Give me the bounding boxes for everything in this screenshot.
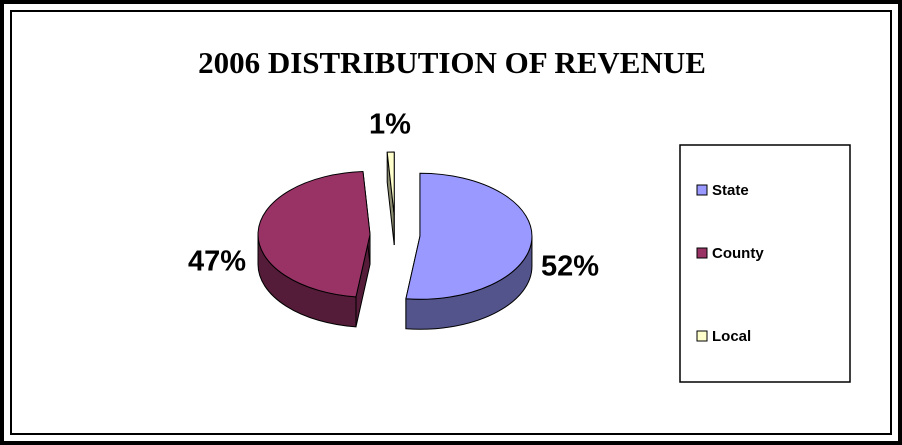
- legend-swatch: [696, 184, 708, 196]
- legend-label: Local: [712, 328, 751, 345]
- legend-label: County: [712, 245, 764, 262]
- legend-swatch: [696, 330, 708, 342]
- chart-title: 2006 DISTRIBUTION OF REVENUE: [198, 45, 706, 80]
- legend-box: [679, 144, 851, 383]
- inner-frame: [10, 10, 892, 435]
- pie-slice: [386, 151, 395, 216]
- data-label: 47%: [188, 246, 246, 278]
- data-label: 52%: [541, 251, 599, 283]
- pie-slice: [257, 170, 371, 298]
- pie-slice: [405, 172, 533, 300]
- legend-swatch: [696, 247, 708, 259]
- legend-label: State: [712, 182, 749, 199]
- data-label: 1%: [369, 109, 411, 141]
